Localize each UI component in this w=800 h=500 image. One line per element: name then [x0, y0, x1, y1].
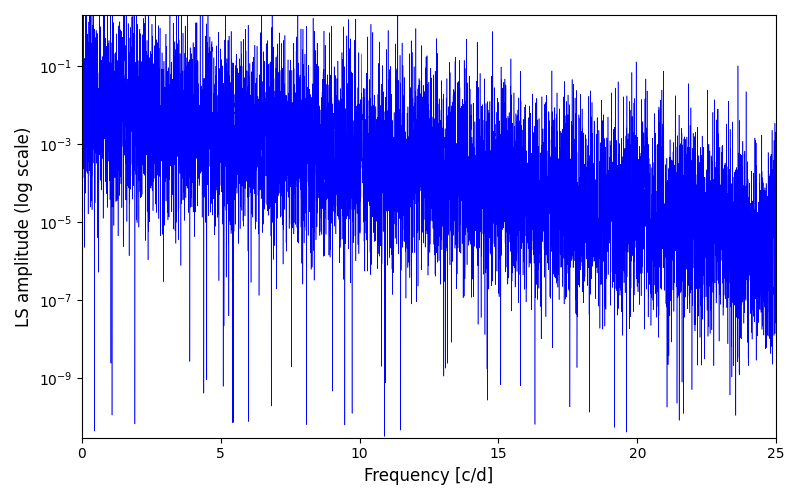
- Y-axis label: LS amplitude (log scale): LS amplitude (log scale): [15, 126, 33, 326]
- X-axis label: Frequency [c/d]: Frequency [c/d]: [364, 467, 494, 485]
